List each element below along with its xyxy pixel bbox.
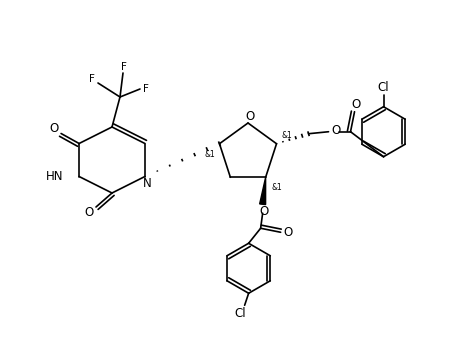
Text: O: O [331, 124, 340, 137]
Text: O: O [259, 205, 268, 218]
Text: O: O [84, 206, 93, 219]
Text: &1: &1 [281, 131, 292, 140]
Text: &1: &1 [271, 183, 282, 192]
Text: Cl: Cl [378, 81, 389, 94]
Text: O: O [283, 226, 292, 239]
Polygon shape [259, 177, 266, 205]
Text: O: O [246, 110, 255, 122]
Text: O: O [351, 98, 360, 111]
Text: O: O [49, 122, 59, 135]
Text: &1: &1 [204, 150, 215, 159]
Text: F: F [143, 84, 149, 94]
Text: F: F [121, 62, 127, 72]
Text: F: F [89, 74, 95, 84]
Text: HN: HN [46, 170, 63, 183]
Text: N: N [143, 177, 151, 190]
Text: Cl: Cl [235, 307, 246, 320]
